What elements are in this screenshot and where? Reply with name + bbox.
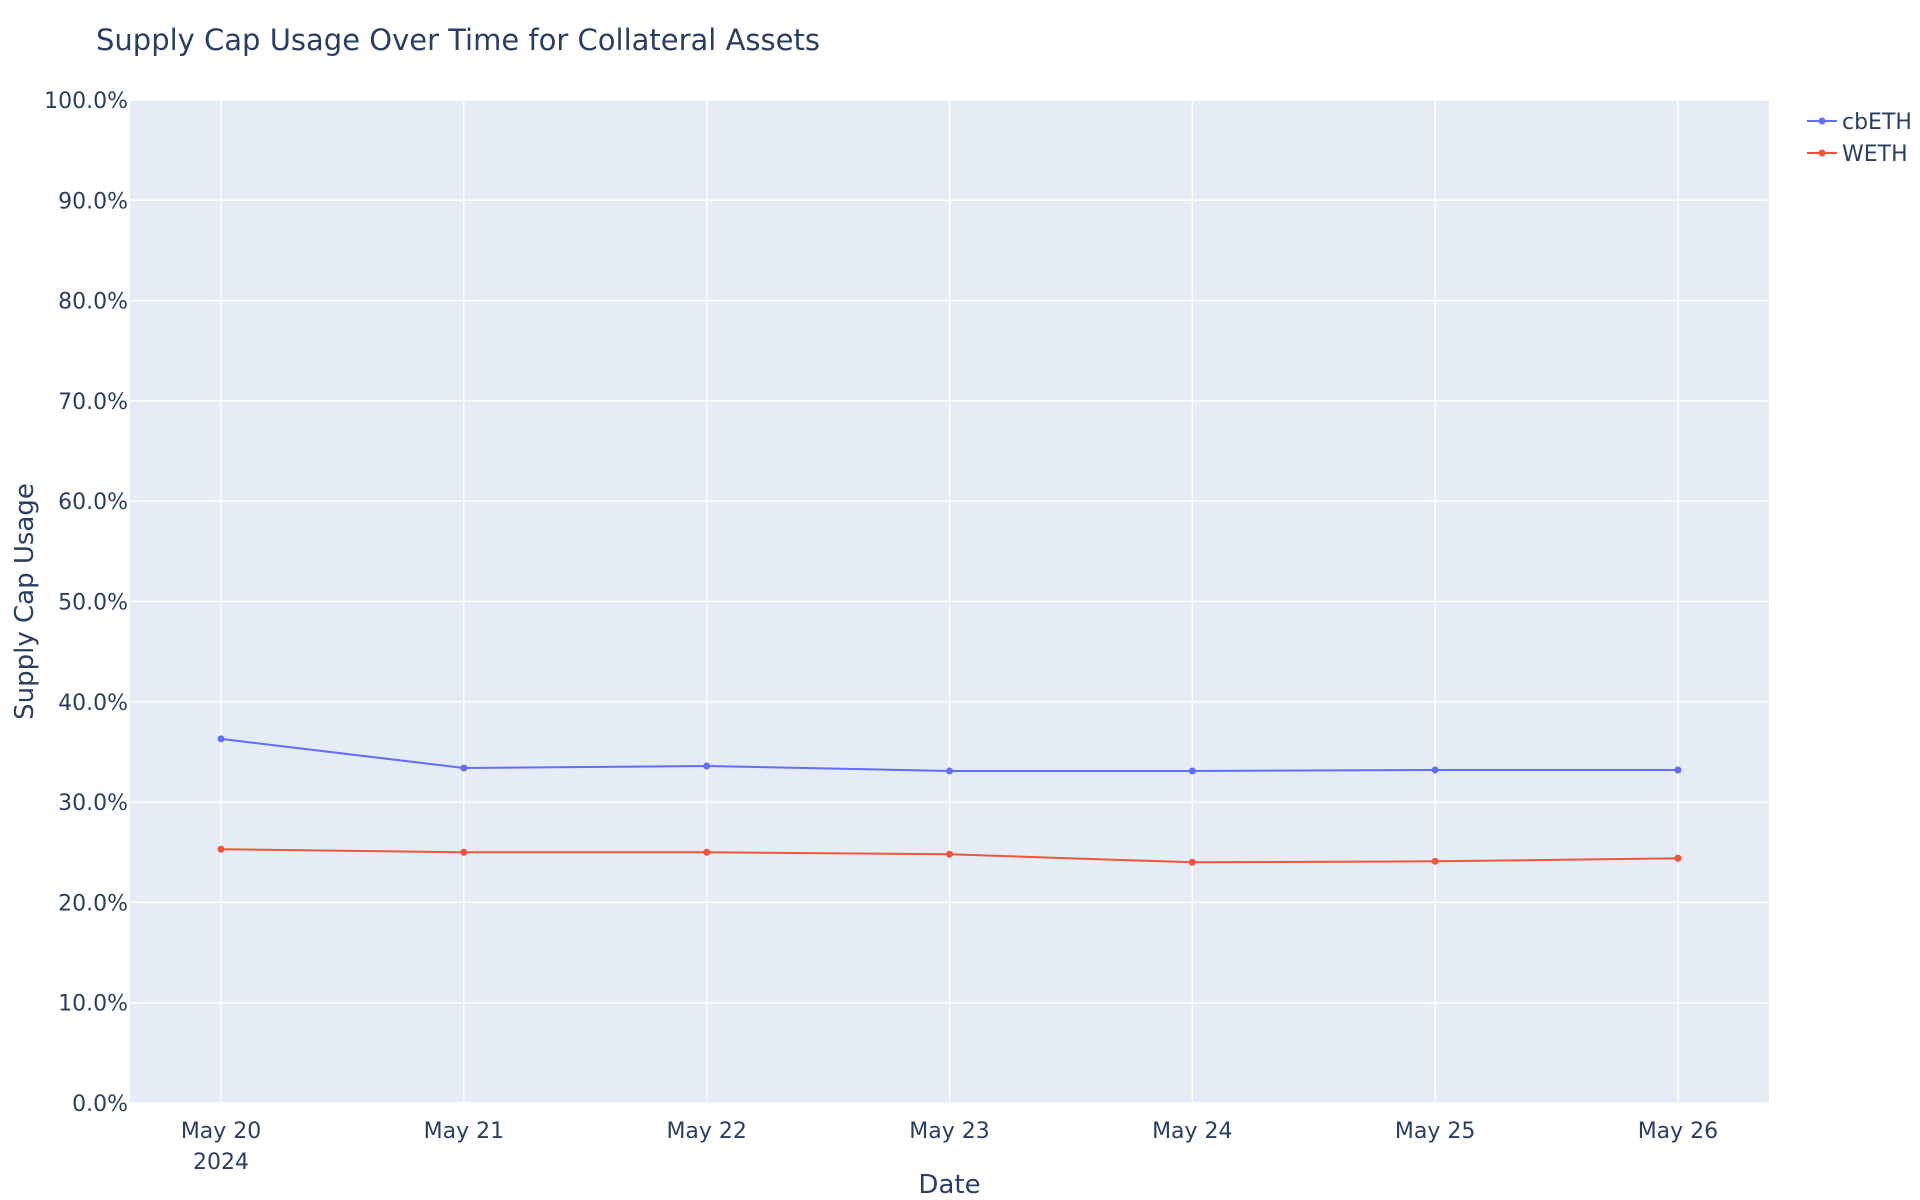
x-tick-label: May 23 — [909, 1119, 989, 1144]
legend[interactable]: cbETH WETH — [1807, 110, 1912, 167]
y-tick-label: 30.0% — [58, 791, 128, 816]
y-tick-label: 50.0% — [58, 591, 128, 616]
data-point-weth[interactable] — [946, 850, 953, 858]
data-point-weth[interactable] — [217, 845, 225, 853]
legend-label: WETH — [1842, 142, 1908, 167]
x-tick-label: May 20 — [181, 1119, 261, 1144]
data-point-weth[interactable] — [703, 848, 711, 856]
legend-label: cbETH — [1842, 110, 1912, 135]
data-point-weth[interactable] — [460, 848, 468, 856]
y-tick-label: 0.0% — [72, 1092, 128, 1117]
x-tick-label: May 22 — [666, 1119, 746, 1144]
series-weth — [217, 845, 1682, 866]
data-point-cbeth[interactable] — [1431, 766, 1439, 774]
data-point-weth[interactable] — [1431, 857, 1439, 865]
x-axis-ticks: May 20 2024 May 21 May 22 May 23 May 24 May 25… — [181, 1119, 1718, 1175]
x-tick-label: May 21 — [424, 1119, 504, 1144]
y-tick-label: 10.0% — [58, 992, 128, 1017]
chart-title: Supply Cap Usage Over Time for Collatera… — [96, 23, 820, 57]
y-tick-label: 100.0% — [44, 89, 128, 114]
data-point-cbeth[interactable] — [703, 762, 711, 770]
y-axis-ticks: 0.0% 10.0% 20.0% 30.0% 40.0% 50.0% 60.0% 70.0% 8… — [44, 89, 128, 1117]
y-tick-label: 90.0% — [58, 189, 128, 214]
x-tick-year-label: 2024 — [193, 1150, 249, 1175]
series-layer — [217, 735, 1682, 866]
data-point-cbeth[interactable] — [460, 764, 468, 772]
data-point-cbeth[interactable] — [1674, 766, 1682, 774]
y-tick-label: 60.0% — [58, 490, 128, 515]
data-point-weth[interactable] — [1674, 854, 1682, 862]
y-axis-title: Supply Cap Usage — [10, 483, 40, 720]
x-tick-label: May 26 — [1638, 1119, 1718, 1144]
data-point-cbeth[interactable] — [1188, 767, 1196, 775]
legend-item-cbeth[interactable]: cbETH — [1807, 110, 1912, 135]
legend-item-weth[interactable]: WETH — [1807, 142, 1908, 167]
x-tick-label: May 24 — [1152, 1119, 1232, 1144]
data-point-cbeth[interactable] — [946, 767, 953, 775]
y-tick-label: 40.0% — [58, 691, 128, 716]
legend-marker — [1818, 117, 1826, 125]
y-tick-label: 70.0% — [58, 390, 128, 415]
x-axis-title: Date — [918, 1170, 980, 1200]
x-tick-label: May 25 — [1395, 1119, 1475, 1144]
x-gridlines — [220, 100, 1679, 1103]
series-cbeth — [217, 735, 1682, 775]
data-point-cbeth[interactable] — [217, 735, 225, 743]
y-tick-label: 80.0% — [58, 290, 128, 315]
data-point-weth[interactable] — [1188, 858, 1196, 866]
legend-marker — [1818, 149, 1826, 157]
y-tick-label: 20.0% — [58, 891, 128, 916]
